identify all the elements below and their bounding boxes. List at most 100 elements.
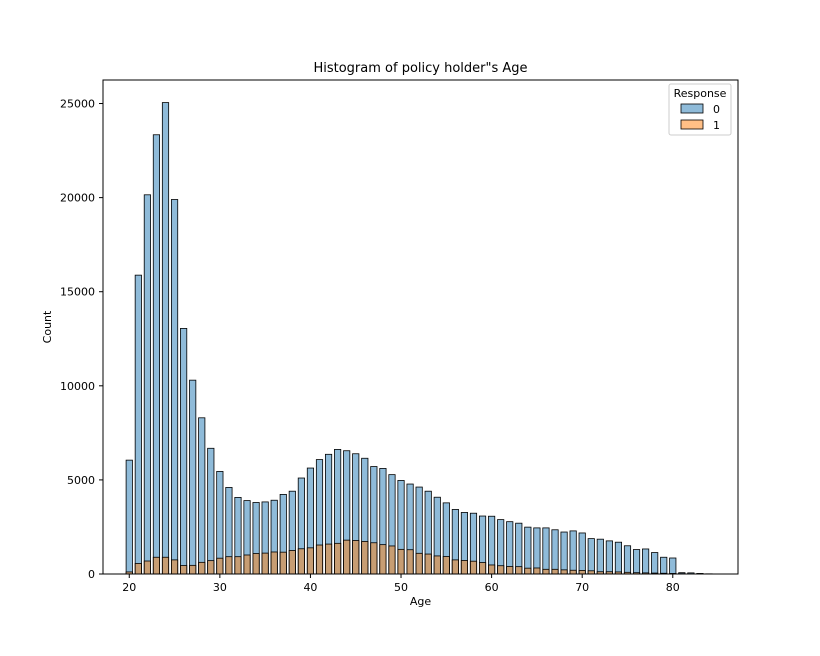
- legend-title: Response: [674, 87, 727, 100]
- bar-response-0: [161, 102, 170, 575]
- bar-response-1: [180, 565, 188, 575]
- bar-response-1: [379, 544, 387, 575]
- bar-response-1: [216, 557, 224, 575]
- x-tick-label: 20: [122, 581, 136, 594]
- bar-response-0: [533, 527, 541, 575]
- bar-response-0: [596, 538, 604, 575]
- bar-response-1: [198, 561, 206, 575]
- bar-response-1: [406, 549, 414, 575]
- bar-response-1: [506, 566, 514, 575]
- bar-response-0: [152, 134, 161, 575]
- bar-response-1: [478, 562, 487, 575]
- bar-response-1: [415, 552, 423, 575]
- bar-response-1: [424, 553, 432, 575]
- bar-response-1: [297, 548, 305, 575]
- bar-response-1: [497, 565, 505, 575]
- bar-response-1: [533, 567, 541, 575]
- bar-response-1: [207, 560, 215, 575]
- bar-response-1: [442, 556, 450, 575]
- bar-response-1: [252, 553, 260, 575]
- y-tick-label: 25000: [60, 98, 95, 111]
- bar-response-0: [651, 552, 659, 575]
- bar-response-1: [397, 548, 405, 575]
- bar-response-1: [288, 550, 296, 575]
- bar-response-1: [352, 540, 360, 575]
- bar-response-0: [207, 447, 215, 575]
- bar-response-0: [642, 548, 650, 575]
- bar-response-1: [460, 560, 469, 575]
- legend-label-0: 0: [713, 103, 720, 116]
- bar-response-0: [189, 379, 197, 575]
- bar-response-1: [334, 542, 342, 575]
- bar-response-1: [270, 551, 278, 575]
- bar-response-1: [306, 547, 315, 575]
- bar-response-1: [433, 555, 441, 575]
- bar-response-1: [234, 556, 242, 575]
- bar-response-1: [161, 556, 170, 575]
- bar-response-0: [669, 557, 677, 575]
- bar-response-1: [143, 560, 151, 575]
- bar-response-1: [488, 564, 496, 575]
- bar-response-0: [614, 541, 623, 575]
- bar-response-0: [551, 529, 559, 575]
- bar-response-0: [578, 532, 586, 575]
- bar-response-1: [542, 568, 550, 575]
- bar-response-0: [180, 328, 188, 575]
- bar-response-0: [660, 556, 668, 575]
- bar-response-1: [152, 556, 161, 575]
- y-tick-label: 15000: [60, 286, 95, 299]
- bar-response-0: [605, 540, 613, 575]
- bar-response-1: [261, 552, 269, 575]
- bar-response-1: [569, 569, 577, 575]
- bar-response-1: [551, 568, 559, 575]
- bar-response-1: [361, 541, 369, 575]
- bar-response-0: [542, 527, 550, 575]
- bar-response-1: [279, 551, 287, 575]
- bar-response-1: [315, 544, 324, 575]
- bar-response-1: [324, 543, 333, 575]
- x-axis-ticks: 20 30 40 50 60 70 80: [122, 574, 680, 594]
- bar-response-0: [623, 545, 632, 575]
- bar-response-0: [524, 526, 532, 575]
- bar-response-1: [134, 563, 142, 575]
- bar-response-0: [587, 538, 595, 575]
- bar-response-1: [243, 554, 251, 575]
- y-tick-label: 5000: [67, 474, 95, 487]
- bar-response-1: [469, 560, 478, 575]
- bar-response-1: [388, 545, 396, 575]
- y-axis-ticks: 0 5000 10000 15000 20000 25000: [60, 98, 103, 581]
- legend-swatch-0: [680, 103, 704, 114]
- x-axis-label: Age: [410, 595, 432, 608]
- x-tick-label: 60: [485, 581, 499, 594]
- bar-response-1: [560, 569, 568, 575]
- axes-frame: [102, 79, 739, 575]
- bar-response-0: [198, 417, 206, 575]
- bar-response-1: [370, 542, 378, 575]
- x-tick-label: 50: [394, 581, 408, 594]
- bar-response-1: [451, 559, 459, 575]
- bar-response-1: [578, 570, 586, 575]
- y-tick-label: 10000: [60, 380, 95, 393]
- legend-swatch-1: [680, 119, 704, 130]
- x-tick-label: 30: [213, 581, 227, 594]
- bar-response-1: [524, 567, 532, 575]
- legend-label-1: 1: [713, 119, 720, 132]
- bar-response-1: [515, 566, 523, 575]
- bar-response-0: [143, 194, 151, 575]
- legend: Response 0 1: [668, 83, 732, 136]
- y-tick-label: 0: [88, 568, 95, 581]
- bar-response-1: [343, 539, 351, 575]
- chart-title: Histogram of policy holder"s Age: [313, 61, 527, 76]
- bar-response-0: [632, 549, 641, 575]
- bar-response-0: [170, 199, 179, 575]
- y-axis-label: Count: [41, 310, 54, 343]
- bar-response-1: [189, 564, 197, 575]
- bar-response-0: [569, 530, 577, 575]
- bar-response-1: [225, 556, 233, 575]
- bar-response-0: [125, 459, 133, 575]
- bar-response-0: [560, 531, 568, 575]
- bar-response-1: [170, 559, 179, 575]
- x-tick-label: 80: [666, 581, 680, 594]
- x-tick-label: 40: [303, 581, 317, 594]
